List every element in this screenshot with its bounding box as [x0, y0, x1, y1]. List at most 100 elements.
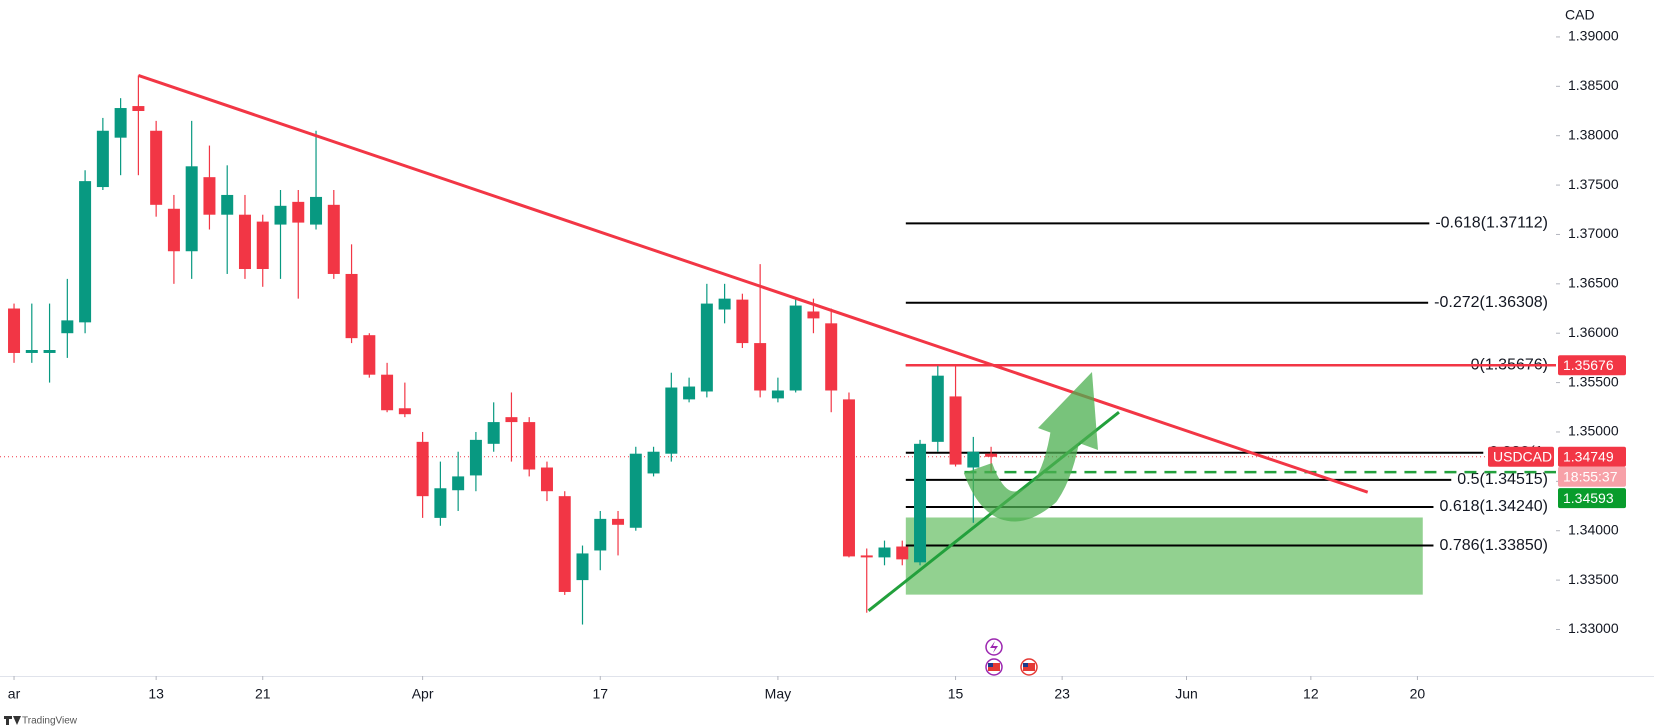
trendline	[137, 74, 1369, 494]
candle-body	[594, 518, 607, 551]
candle-body	[238, 214, 251, 270]
watermark: TradingView	[22, 716, 78, 727]
x-tick-label: Jun	[1175, 686, 1198, 702]
candle-body	[505, 417, 518, 423]
fib-label: 0.618(1.34240)	[1439, 498, 1548, 515]
candle-body	[665, 387, 678, 454]
y-tick-label: 1.36500	[1568, 275, 1619, 291]
resistance-tag-bg	[1558, 355, 1626, 376]
candle-body	[327, 204, 340, 274]
fib-label: -0.618(1.37112)	[1435, 215, 1548, 232]
resistance-tag: 1.35676	[1563, 357, 1614, 373]
support-tag-bg	[1558, 488, 1626, 509]
x-tick-label: May	[765, 686, 791, 702]
candle-body	[292, 201, 305, 223]
candle-body	[381, 374, 394, 411]
candle-body	[487, 422, 500, 444]
last-price-tag-bg	[1558, 446, 1626, 467]
x-tick-label: 17	[592, 686, 608, 702]
y-tick-label: 1.37000	[1568, 225, 1619, 241]
candle-body	[150, 130, 163, 205]
candle-body	[540, 467, 553, 492]
candle-body	[79, 181, 92, 323]
candle-body	[931, 375, 944, 442]
candle-body	[310, 196, 323, 225]
y-tick-label: 1.33000	[1568, 620, 1619, 636]
x-tick-label: 15	[948, 686, 964, 702]
y-tick-label: 1.38500	[1568, 77, 1619, 93]
candle-body	[416, 441, 429, 497]
candle-body	[434, 488, 447, 518]
y-tick-label: 1.34000	[1568, 521, 1619, 537]
candle-body	[221, 194, 234, 215]
candle-body	[185, 166, 198, 252]
flag	[1023, 663, 1035, 671]
candle-body	[754, 343, 767, 391]
candle-body	[363, 335, 376, 375]
candle-body	[807, 311, 820, 319]
x-tick-label: 13	[148, 686, 164, 702]
candle-body	[860, 555, 873, 558]
candle-body	[558, 496, 571, 592]
candle-body	[274, 205, 287, 225]
logo	[4, 716, 21, 725]
candle-body	[8, 308, 21, 353]
candle-body	[398, 408, 411, 415]
last-price-tag: 1.34749	[1563, 448, 1614, 464]
candle-body	[452, 476, 465, 491]
x-tick-label: 21	[255, 686, 271, 702]
candle-body	[523, 422, 536, 470]
y-tick-label: 1.36000	[1568, 324, 1619, 340]
y-tick-label: 1.37500	[1568, 176, 1619, 192]
flag-canton	[1023, 663, 1028, 667]
flag	[988, 663, 1000, 671]
lightning	[990, 641, 998, 653]
candle-body	[469, 439, 482, 476]
x-tick-label: 23	[1054, 686, 1070, 702]
candle-body	[167, 208, 180, 252]
event-icons	[985, 638, 1038, 676]
candle-body	[647, 451, 660, 474]
candle-body	[914, 443, 927, 563]
y-tick-label: 1.38000	[1568, 126, 1619, 142]
candle-body	[576, 553, 589, 581]
symbol-tag: USDCAD	[1493, 448, 1552, 464]
candle-body	[25, 349, 38, 353]
x-tick-label: 20	[1410, 686, 1426, 702]
candle-body	[718, 298, 731, 310]
fib-label: 0.5(1.34515)	[1457, 471, 1548, 488]
support-tag: 1.34593	[1563, 490, 1614, 506]
y-tick-label: 1.35500	[1568, 373, 1619, 389]
candle-body	[629, 453, 642, 528]
x-tick-label: 12	[1303, 686, 1319, 702]
y-tick-label: 1.35000	[1568, 423, 1619, 439]
candle-body	[896, 546, 909, 560]
candle-body	[949, 396, 962, 465]
symbol-tag-bg	[1488, 446, 1554, 467]
candle-body	[700, 303, 713, 392]
candle-body	[985, 453, 998, 457]
candle-body	[612, 518, 625, 525]
demand-zone	[905, 517, 1423, 595]
candle-body	[345, 273, 358, 339]
candle-body	[43, 349, 56, 353]
candle-body	[771, 390, 784, 399]
y-tick-label: 1.33500	[1568, 571, 1619, 587]
fib-label: 0.786(1.33850)	[1439, 537, 1548, 554]
curved-arrow	[963, 372, 1098, 522]
arrow-body	[963, 427, 1081, 522]
x-tick-label: ar	[8, 686, 21, 702]
candle-body	[61, 320, 74, 334]
flag-canton	[988, 663, 993, 667]
candle-body	[825, 323, 838, 391]
candle-body	[736, 299, 749, 344]
y-tick-label: 1.39000	[1568, 28, 1619, 44]
x-tick-label: Apr	[412, 686, 434, 702]
candle-body	[878, 547, 891, 558]
candle-body	[132, 106, 145, 112]
candle-body	[683, 386, 696, 400]
candle-body	[256, 221, 269, 270]
countdown-tag: 18:55:37	[1563, 468, 1618, 484]
